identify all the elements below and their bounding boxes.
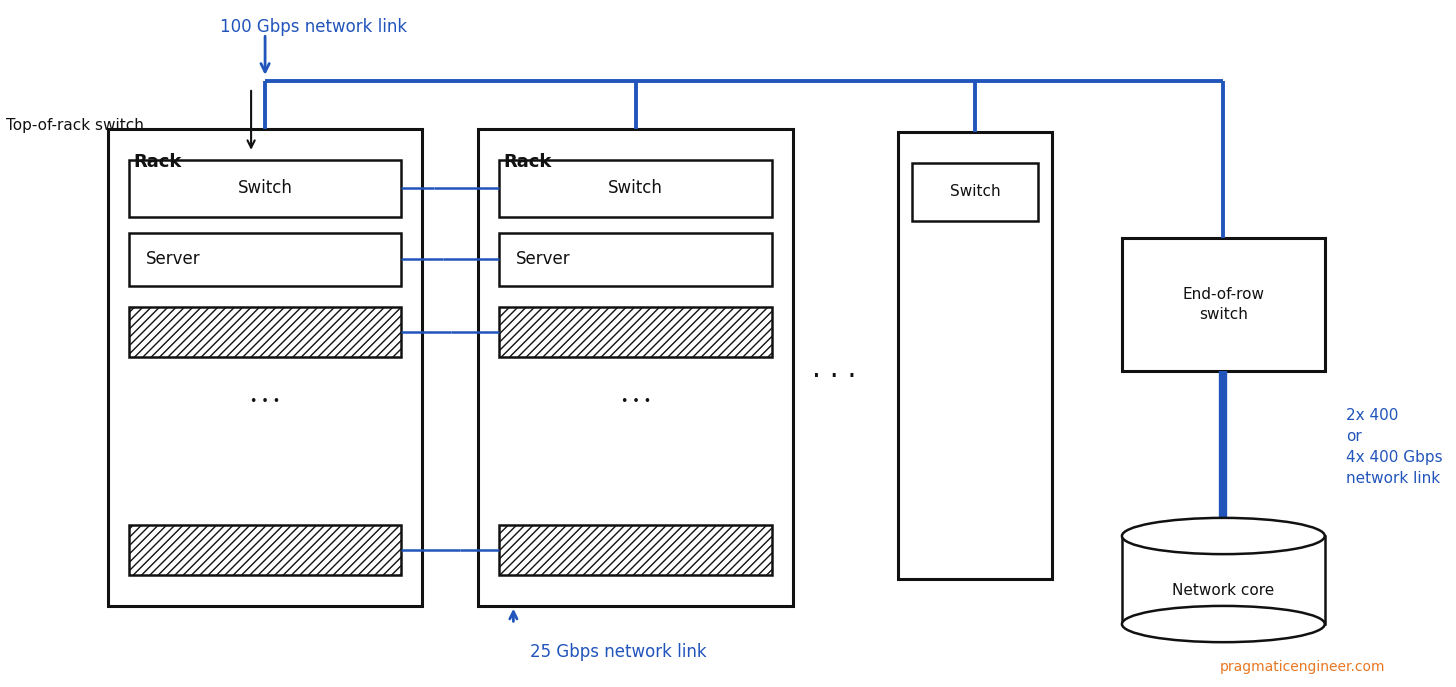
Text: pragmaticengineer.com: pragmaticengineer.com (1220, 660, 1385, 674)
Text: Rack: Rack (504, 153, 552, 170)
Text: Network core: Network core (1172, 583, 1274, 598)
Bar (128, 526, 402, 575)
Bar (911, 163, 1038, 221)
Bar (128, 233, 402, 286)
Text: · · ·: · · · (811, 363, 856, 391)
Bar (1123, 536, 1325, 624)
Text: End-of-row
switch: End-of-row switch (1182, 287, 1264, 322)
Bar (128, 159, 402, 217)
Bar (1123, 238, 1325, 371)
Bar (898, 133, 1053, 578)
Text: Switch: Switch (609, 179, 664, 197)
Text: Server: Server (517, 250, 571, 269)
Ellipse shape (1123, 606, 1325, 642)
Text: Server: Server (146, 250, 199, 269)
Bar (479, 129, 794, 606)
Text: • • •: • • • (620, 395, 651, 408)
Text: • • •: • • • (250, 395, 280, 408)
Bar (499, 159, 772, 217)
Text: 2x 400
or
4x 400 Gbps
network link: 2x 400 or 4x 400 Gbps network link (1345, 407, 1443, 486)
Bar (499, 526, 772, 575)
Bar (128, 307, 402, 357)
Text: 25 Gbps network link: 25 Gbps network link (530, 642, 706, 660)
Text: 100 Gbps network link: 100 Gbps network link (220, 18, 406, 36)
Text: Rack: Rack (132, 153, 181, 170)
Text: Switch: Switch (237, 179, 293, 197)
Text: Top-of-rack switch: Top-of-rack switch (6, 118, 144, 133)
Text: Switch: Switch (949, 184, 1000, 199)
Ellipse shape (1123, 518, 1325, 554)
Bar (499, 307, 772, 357)
Bar (108, 129, 422, 606)
Bar (499, 233, 772, 286)
